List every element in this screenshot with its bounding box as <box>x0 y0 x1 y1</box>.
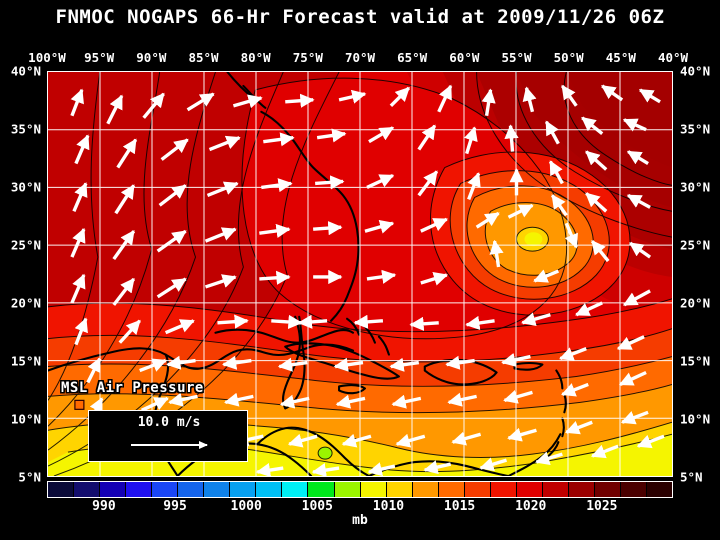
colorbar-tick-label: 1020 <box>515 499 547 514</box>
colorbar-swatch <box>621 482 648 497</box>
colorbar-swatch <box>412 482 439 497</box>
lon-tick-label: 95°W <box>84 50 115 65</box>
colorbar-tick-label: 1010 <box>372 499 405 514</box>
lon-tick-label: 85°W <box>188 50 219 65</box>
lat-tick-label-right: 30°N <box>680 179 711 195</box>
colorbar-swatch <box>490 482 517 497</box>
lat-tick-label-right: 15°N <box>680 353 711 369</box>
colorbar-swatch <box>126 482 153 497</box>
lon-tick-label: 60°W <box>449 50 480 65</box>
lon-tick-label: 75°W <box>292 50 323 65</box>
lon-tick-label: 65°W <box>397 50 428 65</box>
colorbar-tick-label: 1000 <box>230 499 262 514</box>
page-title: FNMOC NOGAPS 66-Hr Forecast valid at 200… <box>55 6 665 28</box>
colorbar-swatch <box>594 482 622 497</box>
colorbar-swatch <box>152 482 179 497</box>
colorbar-swatch <box>48 482 75 497</box>
colorbar[interactable] <box>47 481 673 498</box>
lat-tick-label-right: 10°N <box>680 411 711 427</box>
colorbar-swatch <box>568 482 595 497</box>
lon-tick-label: 80°W <box>240 50 271 65</box>
lat-tick-label-right: 35°N <box>680 121 711 137</box>
colorbar-swatch <box>334 482 361 497</box>
lon-tick-label: 55°W <box>501 50 532 65</box>
pressure-field-svg <box>48 72 672 476</box>
lat-tick-label-right: 40°N <box>680 63 711 79</box>
colorbar-swatch <box>542 482 569 497</box>
colorbar-swatch <box>100 482 127 497</box>
field-label: MSL Air Pressure <box>61 380 204 396</box>
lon-tick-label: 50°W <box>553 50 584 65</box>
colorbar-swatch <box>282 482 309 497</box>
colorbar-swatch <box>74 482 101 497</box>
lon-tick-label: 70°W <box>344 50 376 65</box>
colorbar-tick-label: 1005 <box>301 499 333 514</box>
colorbar-swatch <box>360 482 387 497</box>
colorbar-swatch <box>256 482 283 497</box>
lat-tick-label-left: 15°N <box>10 353 41 369</box>
colorbar-swatch <box>516 482 543 497</box>
colorbar-swatch <box>386 482 413 497</box>
lat-tick-label-left: 5°N <box>18 469 41 485</box>
colorbar-swatch <box>464 482 491 497</box>
lat-tick-label-left: 25°N <box>10 237 41 253</box>
map-canvas <box>48 72 672 476</box>
wind-vector-scale-arrow <box>131 440 208 449</box>
lat-tick-label-left: 30°N <box>10 179 41 195</box>
colorbar-swatch <box>438 482 465 497</box>
lon-tick-label: 90°W <box>136 50 167 65</box>
lon-tick-label: 40°W <box>657 50 689 65</box>
wind-vector-scale-label: 10.0 m/s <box>137 415 201 430</box>
lon-tick-label: 100°W <box>28 50 66 65</box>
colorbar-tick-label: 995 <box>163 499 187 514</box>
colorbar-swatch <box>178 482 205 497</box>
lat-tick-label-right: 5°N <box>680 469 703 485</box>
colorbar-tick-label: 1025 <box>586 499 618 514</box>
map-plot-area[interactable]: MSL Air Pressure 10.0 m/s <box>47 71 673 477</box>
lat-tick-label-left: 35°N <box>10 121 41 137</box>
colorbar-swatch <box>647 482 673 497</box>
lat-tick-label-right: 25°N <box>680 237 711 253</box>
colorbar-swatch <box>230 482 257 497</box>
lat-tick-label-left: 10°N <box>10 411 41 427</box>
colorbar-swatch <box>204 482 231 497</box>
colorbar-unit-label: mb <box>352 513 368 528</box>
wind-vector-scale-box: 10.0 m/s <box>88 410 248 462</box>
lat-tick-label-left: 20°N <box>10 295 41 311</box>
lat-tick-label-right: 20°N <box>680 295 711 311</box>
colorbar-tick-label: 990 <box>92 499 116 514</box>
lat-tick-label-left: 40°N <box>10 63 41 79</box>
lon-tick-label: 45°W <box>605 50 636 65</box>
colorbar-swatch <box>308 482 335 497</box>
colorbar-tick-label: 1015 <box>443 499 476 514</box>
